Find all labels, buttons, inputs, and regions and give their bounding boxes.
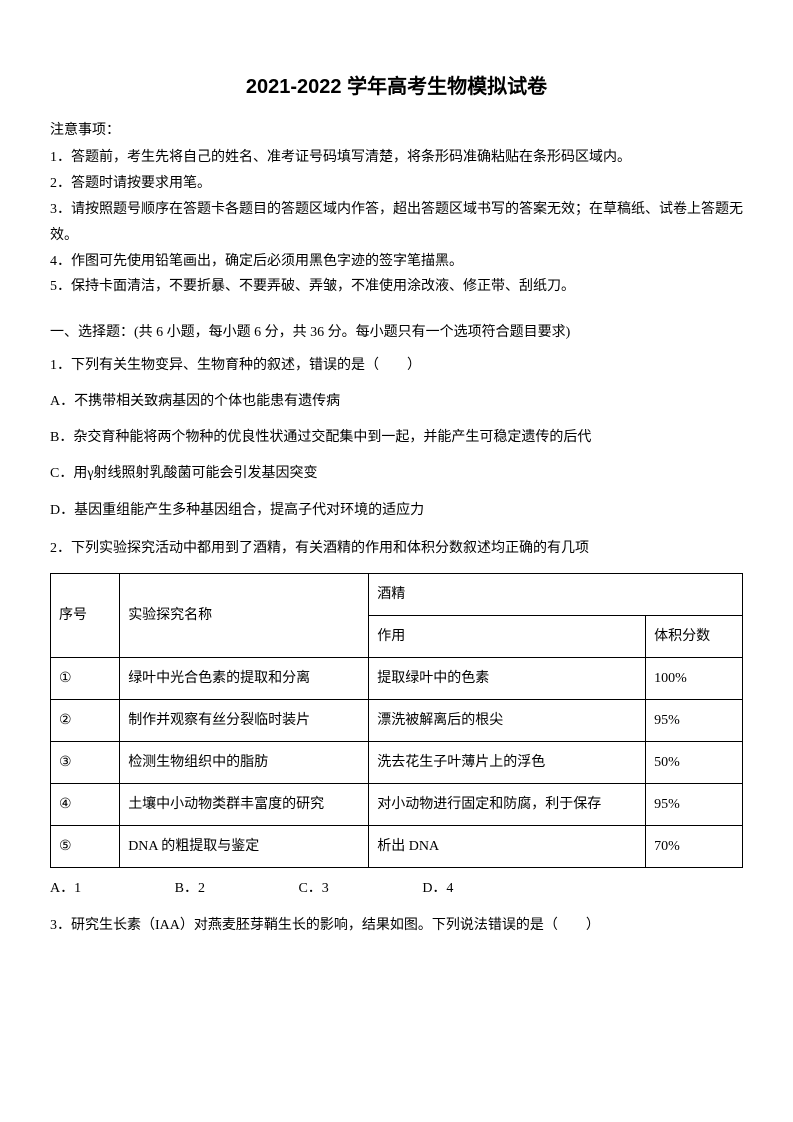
q2-option-b: B．2	[175, 878, 205, 899]
table-header-row: 序号 实验探究名称 酒精	[51, 574, 743, 616]
page-title: 2021-2022 学年高考生物模拟试卷	[50, 72, 743, 102]
cell-effect: 洗去花生子叶薄片上的浮色	[369, 742, 646, 784]
cell-seq: ④	[51, 784, 120, 826]
cell-seq: ②	[51, 700, 120, 742]
cell-pct: 50%	[646, 742, 743, 784]
q1-option-d: D．基因重组能产生多种基因组合，提高子代对环境的适应力	[50, 500, 743, 522]
q1-stem: 1．下列有关生物变异、生物育种的叙述，错误的是（ ）	[50, 353, 743, 378]
cell-pct: 70%	[646, 826, 743, 868]
q2-option-d: D．4	[422, 878, 453, 899]
q1-option-c: C．用γ射线照射乳酸菌可能会引发基因突变	[50, 463, 743, 485]
q2-stem: 2．下列实验探究活动中都用到了酒精，有关酒精的作用和体积分数叙述均正确的有几项	[50, 536, 743, 561]
cell-name: DNA 的粗提取与鉴定	[120, 826, 369, 868]
notice-item: 1．答题前，考生先将自己的姓名、准考证号码填写清楚，将条形码准确粘贴在条形码区域…	[50, 145, 743, 171]
cell-name: 土壤中小动物类群丰富度的研究	[120, 784, 369, 826]
table-row: ② 制作并观察有丝分裂临时装片 漂洗被解离后的根尖 95%	[51, 700, 743, 742]
th-alcohol: 酒精	[369, 574, 743, 616]
q2-answer-options: A．1 B．2 C．3 D．4	[50, 878, 743, 899]
cell-name: 制作并观察有丝分裂临时装片	[120, 700, 369, 742]
section-title: 一、选择题：(共 6 小题，每小题 6 分，共 36 分。每小题只有一个选项符合…	[50, 322, 743, 343]
table-row: ③ 检测生物组织中的脂肪 洗去花生子叶薄片上的浮色 50%	[51, 742, 743, 784]
q1-option-a: A．不携带相关致病基因的个体也能患有遗传病	[50, 391, 743, 413]
cell-seq: ①	[51, 658, 120, 700]
cell-effect: 析出 DNA	[369, 826, 646, 868]
th-name: 实验探究名称	[120, 574, 369, 658]
q3-stem: 3．研究生长素（IAA）对燕麦胚芽鞘生长的影响，结果如图。下列说法错误的是（ ）	[50, 913, 743, 938]
cell-pct: 100%	[646, 658, 743, 700]
cell-pct: 95%	[646, 784, 743, 826]
cell-effect: 提取绿叶中的色素	[369, 658, 646, 700]
cell-seq: ⑤	[51, 826, 120, 868]
cell-pct: 95%	[646, 700, 743, 742]
q2-option-c: C．3	[298, 878, 328, 899]
notice-item: 5．保持卡面清洁，不要折暴、不要弄破、弄皱，不准使用涂改液、修正带、刮纸刀。	[50, 274, 743, 300]
table-row: ④ 土壤中小动物类群丰富度的研究 对小动物进行固定和防腐，利于保存 95%	[51, 784, 743, 826]
notice-heading: 注意事项：	[50, 120, 743, 141]
table-row: ⑤ DNA 的粗提取与鉴定 析出 DNA 70%	[51, 826, 743, 868]
notice-item: 4．作图可先使用铅笔画出，确定后必须用黑色字迹的签字笔描黑。	[50, 249, 743, 275]
notice-item: 2．答题时请按要求用笔。	[50, 171, 743, 197]
th-seq: 序号	[51, 574, 120, 658]
q1-option-b: B．杂交育种能将两个物种的优良性状通过交配集中到一起，并能产生可稳定遗传的后代	[50, 427, 743, 449]
q2-option-a: A．1	[50, 878, 81, 899]
notice-item: 3．请按照题号顺序在答题卡各题目的答题区域内作答，超出答题区域书写的答案无效；在…	[50, 197, 743, 249]
th-effect: 作用	[369, 616, 646, 658]
cell-seq: ③	[51, 742, 120, 784]
cell-effect: 漂洗被解离后的根尖	[369, 700, 646, 742]
cell-effect: 对小动物进行固定和防腐，利于保存	[369, 784, 646, 826]
th-pct: 体积分数	[646, 616, 743, 658]
cell-name: 检测生物组织中的脂肪	[120, 742, 369, 784]
notice-list: 1．答题前，考生先将自己的姓名、准考证号码填写清楚，将条形码准确粘贴在条形码区域…	[50, 145, 743, 300]
cell-name: 绿叶中光合色素的提取和分离	[120, 658, 369, 700]
q2-table: 序号 实验探究名称 酒精 作用 体积分数 ① 绿叶中光合色素的提取和分离 提取绿…	[50, 573, 743, 868]
table-row: ① 绿叶中光合色素的提取和分离 提取绿叶中的色素 100%	[51, 658, 743, 700]
